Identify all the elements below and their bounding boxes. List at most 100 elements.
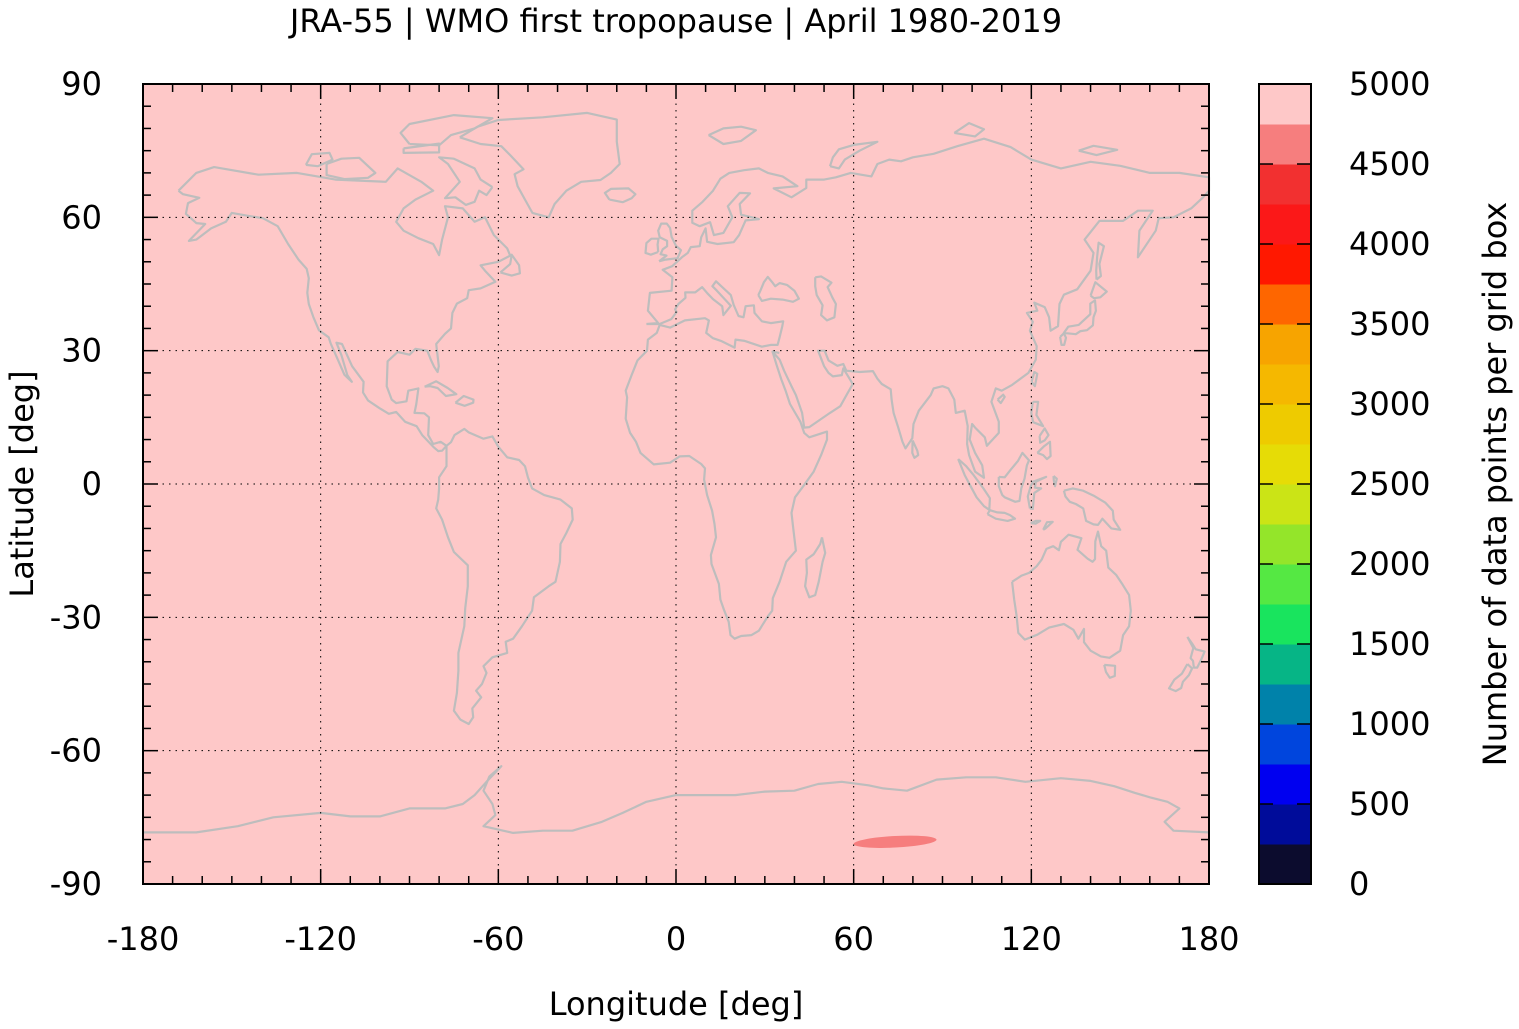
colorbar-segment	[1259, 604, 1311, 645]
colorbar-tick-label: 5000	[1349, 65, 1430, 103]
coastline-tasmania	[1103, 663, 1117, 679]
coastline-caspian-sea	[814, 275, 838, 322]
coastline-madagascar	[803, 537, 827, 599]
y-tick-label: 60	[61, 198, 102, 236]
x-tick-label: 180	[1178, 920, 1239, 958]
colorbar-segment	[1259, 724, 1311, 765]
coastline-australia	[1011, 530, 1132, 659]
coastline-novaya-zemlya	[828, 140, 879, 170]
minor-ticks	[142, 83, 1210, 885]
coastline-java	[986, 509, 1017, 523]
y-tick-label: 30	[61, 332, 102, 370]
colorbar-tick-label: 1000	[1349, 705, 1430, 743]
y-tick-label: -90	[50, 865, 102, 903]
coastline-baffin-island	[438, 156, 494, 206]
coastline-sakhalin	[1095, 241, 1106, 281]
x-tick-label: -120	[284, 920, 357, 958]
coastline-banks-island	[304, 151, 334, 168]
colorbar-tick-label: 3500	[1349, 305, 1430, 343]
x-tick-label: 0	[666, 920, 686, 958]
coastline-hispaniola	[454, 394, 475, 407]
anomaly-layer	[853, 835, 937, 848]
colorbar-segment	[1259, 684, 1311, 725]
coastline-taiwan	[1030, 370, 1039, 388]
colorbar-segment	[1259, 204, 1311, 245]
coastline-devon-island	[402, 142, 441, 154]
coastline-mindanao	[1036, 440, 1052, 461]
coastline-hainan	[996, 393, 1006, 405]
x-axis-title: Longitude [deg]	[549, 985, 804, 1023]
y-tick-label: 90	[61, 65, 102, 103]
coastline-arabia	[772, 350, 780, 354]
coastline-visayas	[1038, 427, 1050, 444]
coastline-japan-honshu	[1062, 299, 1098, 336]
coastline-great-britain	[657, 222, 683, 263]
coastline-iceland	[603, 187, 637, 204]
coastline-ellesmere-island	[399, 113, 494, 147]
colorbar-tick-label: 2000	[1349, 545, 1430, 583]
colorbar-segment	[1259, 124, 1311, 165]
colorbar-segment	[1259, 244, 1311, 285]
plot-frame	[142, 83, 1210, 885]
colorbar-segment	[1259, 804, 1311, 845]
coastline-south-america	[435, 427, 574, 726]
coastline-cuba	[424, 380, 458, 398]
x-tick-labels: -180 -120 -60 0 60 120 180	[107, 920, 1240, 958]
colorbar-tick-label: 1500	[1349, 625, 1430, 663]
colorbar-segment	[1259, 524, 1311, 565]
y-axis-title: Latitude [deg]	[3, 370, 41, 597]
y-tick-label: 0	[82, 465, 102, 503]
y-tick-label: -60	[50, 732, 102, 770]
coastline-new-guinea	[1062, 487, 1122, 531]
colorbar-segment	[1259, 284, 1311, 325]
coastline-black-sea	[757, 275, 801, 303]
coastline-svalbard	[708, 125, 758, 146]
x-tick-label: 60	[833, 920, 874, 958]
coastlines	[143, 111, 1211, 835]
coastline-sri-lanka	[911, 439, 920, 459]
coastline-flores	[1030, 519, 1042, 525]
coastline-ireland	[644, 237, 660, 256]
colorbar-segment	[1259, 444, 1311, 485]
colorbar-segment	[1259, 484, 1311, 525]
anomaly-patch-0	[853, 835, 937, 848]
coastline-new-zealand-north	[1186, 636, 1206, 669]
colorbar-title: Number of data points per grid box	[1476, 202, 1514, 766]
x-tick-label: 120	[1001, 920, 1062, 958]
coastline-sulawesi	[1026, 475, 1048, 510]
y-tick-label: -30	[50, 598, 102, 636]
coastline-north-america	[177, 166, 512, 453]
y-tick-labels: 90 60 30 0 -30 -60 -90	[50, 65, 102, 903]
coastline-antarctica	[143, 765, 1210, 835]
x-tick-label: -180	[107, 920, 180, 958]
coastline-greenland	[459, 111, 621, 219]
colorbar-segment	[1259, 764, 1311, 805]
coastline-newfoundland	[499, 253, 522, 277]
coastline-luzon	[1030, 400, 1045, 428]
colorbar-tick-labels: 0 500 1000 1500 2000 2500 3000 3500 4000 4500 5000	[1349, 65, 1430, 903]
coastline-new-siberian-islands	[1078, 144, 1119, 157]
colorbar-segment	[1259, 364, 1311, 405]
colorbar-segment	[1259, 164, 1311, 205]
plot-area	[142, 83, 1211, 885]
coastline-timor	[1042, 520, 1054, 531]
coastline-borneo	[997, 451, 1031, 503]
colorbar-tick-label: 4000	[1349, 225, 1430, 263]
colorbar-segment	[1259, 844, 1311, 885]
coastline-severnaya-zemlya	[953, 121, 986, 138]
colorbar-segment	[1259, 404, 1311, 445]
colorbar-tick-label: 0	[1349, 865, 1369, 903]
colorbar-segment	[1259, 84, 1311, 125]
colorbar-tick-label: 2500	[1349, 465, 1430, 503]
coastline-japan-kyushu	[1059, 332, 1068, 346]
colorbar-segment	[1259, 324, 1311, 365]
coastline-victoria-island	[325, 156, 377, 181]
colorbar-tick-label: 3000	[1349, 385, 1430, 423]
coastline-japan-hokkaido	[1089, 281, 1108, 300]
x-tick-label: -60	[472, 920, 524, 958]
coastline-new-zealand-south	[1167, 663, 1194, 693]
gridlines	[143, 84, 1209, 884]
colorbar-tick-label: 500	[1349, 785, 1410, 823]
colorbar	[1258, 83, 1312, 885]
